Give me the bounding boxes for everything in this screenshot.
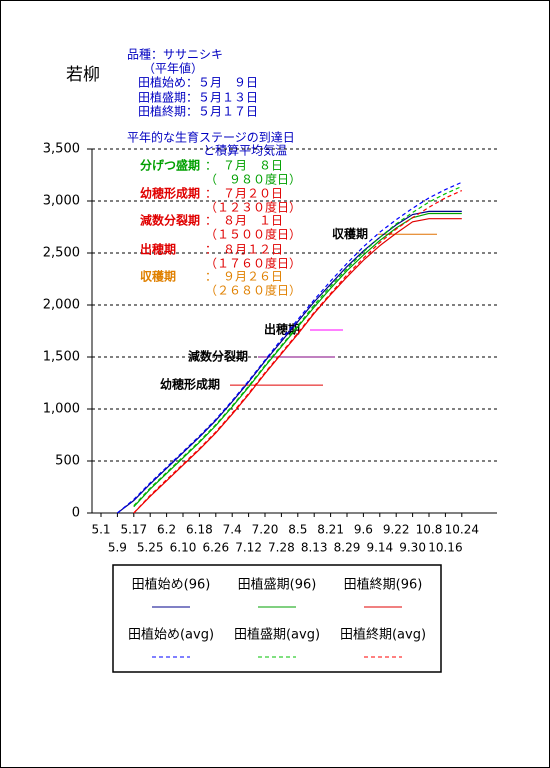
- x-tick-label: 9.22: [383, 523, 410, 537]
- stage-name: 収穫期: [140, 269, 176, 284]
- legend-label: 田植盛期(avg): [234, 628, 320, 643]
- x-tick-label: 8.13: [301, 541, 328, 555]
- series-line: [133, 185, 463, 507]
- stage-date: ： ９月２６日: [205, 270, 283, 284]
- legend-box: [112, 564, 442, 673]
- y-tick-label: 1,000: [43, 402, 80, 417]
- stage-name: 減数分裂期: [140, 213, 200, 228]
- location: 若柳: [66, 65, 100, 85]
- stage-gdd: （１５００度日）: [205, 227, 301, 242]
- chart-title: と積算平均気温: [203, 143, 287, 158]
- stage-name: 出穂期: [140, 242, 176, 257]
- x-tick-label: 8.29: [334, 541, 361, 555]
- y-tick-label: 0: [72, 506, 80, 521]
- y-tick-label: 2,000: [43, 298, 80, 313]
- x-tick-label: 10.24: [445, 523, 479, 537]
- stage-gdd: （１７６０度日）: [205, 256, 301, 271]
- series-line: [117, 210, 462, 514]
- x-tick-label: 9.14: [366, 541, 393, 555]
- x-tick-label: 5.1: [91, 523, 110, 537]
- x-tick-label: 10.16: [428, 541, 462, 555]
- x-tick-label: 7.28: [268, 541, 295, 555]
- y-tick-label: 3,500: [43, 142, 80, 157]
- legend-label: 田植始め(96): [132, 578, 211, 593]
- note: （平年値）: [143, 61, 203, 76]
- legend-label: 田植盛期(96): [238, 578, 317, 593]
- stage-gdd: （２６８０度日）: [205, 283, 301, 298]
- x-tick-label: 7.12: [235, 541, 262, 555]
- x-tick-label: 8.21: [317, 523, 344, 537]
- y-tick-label: 1,500: [43, 350, 80, 365]
- legend-label: 田植終期(96): [344, 577, 423, 593]
- x-tick-label: 5.17: [120, 523, 147, 537]
- marker-label: 減数分裂期: [188, 349, 248, 364]
- stage-date: ： ８月 １日: [205, 214, 283, 228]
- series-line: [133, 218, 462, 514]
- stage-date: ： ８月１２日: [205, 243, 283, 257]
- x-tick-label: 8.5: [288, 523, 307, 537]
- x-tick-label: 7.20: [252, 523, 279, 537]
- planting-date: 田植始め：５月 ９日: [138, 75, 258, 90]
- planting-date: 田植盛期：５月１３日: [138, 90, 258, 105]
- marker-label: 幼穂形成期: [160, 377, 220, 392]
- x-tick-label: 5.9: [108, 541, 127, 555]
- planting-date: 田植終期：５月１７日: [138, 104, 258, 119]
- stage-date: ： ７月 ８日: [205, 159, 283, 173]
- x-tick-label: 5.25: [137, 541, 164, 555]
- stage-gdd: （ ９８０度日）: [205, 172, 301, 187]
- x-tick-label: 6.26: [202, 541, 229, 555]
- chart-title: 平年的な生育ステージの到達日: [127, 130, 295, 145]
- x-tick-label: 6.2: [157, 523, 176, 537]
- stage-name: 幼穂形成期: [140, 186, 200, 201]
- x-tick-label: 9.30: [399, 541, 426, 555]
- stage-name: 分げつ盛期: [140, 158, 200, 173]
- series-line: [133, 190, 463, 514]
- variety: 品種：ササニシキ: [127, 48, 223, 62]
- x-tick-label: 6.18: [186, 523, 213, 537]
- stage-gdd: （１２３０度日）: [205, 200, 301, 215]
- x-tick-label: 7.4: [223, 523, 242, 537]
- x-tick-label: 9.6: [354, 523, 373, 537]
- y-tick-label: 3,000: [43, 194, 80, 209]
- legend-label: 田植始め(avg): [128, 628, 214, 643]
- y-tick-label: 2,500: [43, 246, 80, 261]
- x-tick-label: 10.8: [416, 523, 443, 537]
- marker-label: 出穂期: [264, 321, 300, 336]
- series-line: [117, 181, 463, 514]
- y-tick-label: 500: [55, 454, 80, 469]
- legend-label: 田植終期(avg): [340, 627, 426, 643]
- stage-date: ： ７月２０日: [205, 187, 283, 201]
- x-tick-label: 6.10: [170, 541, 197, 555]
- marker-label: 収穫期: [332, 226, 368, 241]
